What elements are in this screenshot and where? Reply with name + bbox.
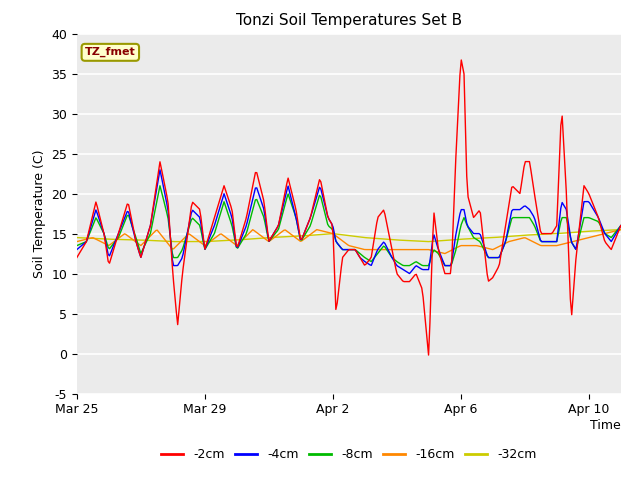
Y-axis label: Soil Temperature (C): Soil Temperature (C) [33,149,45,278]
Title: Tonzi Soil Temperatures Set B: Tonzi Soil Temperatures Set B [236,13,462,28]
Text: Time: Time [590,419,621,432]
Text: TZ_fmet: TZ_fmet [85,47,136,58]
Legend: -2cm, -4cm, -8cm, -16cm, -32cm: -2cm, -4cm, -8cm, -16cm, -32cm [156,443,541,466]
